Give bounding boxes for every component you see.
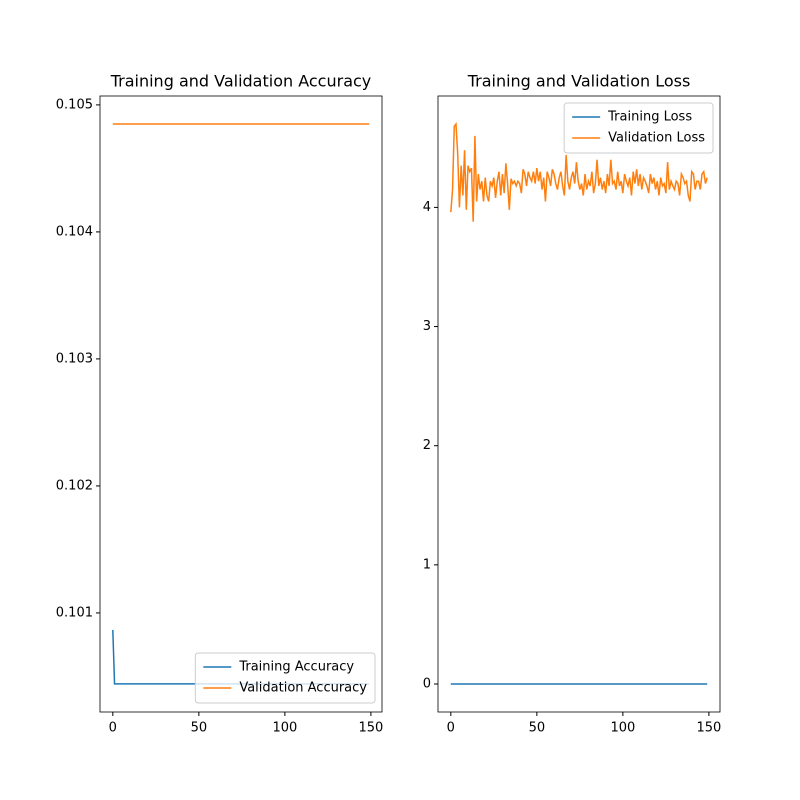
legend-label: Validation Accuracy [239,681,367,696]
legend-label: Training Loss [607,110,692,125]
x-tick-label: 0 [447,721,455,736]
chart-title: Training and Validation Accuracy [110,72,372,91]
series-line [450,121,708,222]
x-tick-label: 150 [696,721,721,736]
x-tick-label: 50 [191,721,208,736]
y-tick-label: 0 [423,677,431,692]
y-tick-label: 0.104 [56,224,93,239]
legend-box [563,102,714,154]
x-tick-label: 0 [109,721,117,736]
y-tick-label: 0.101 [56,605,93,620]
y-tick-label: 0.103 [56,351,93,366]
y-tick-label: 1 [423,557,431,572]
x-tick-label: 100 [610,721,635,736]
legend: Training Accuracy Validation Accuracy [194,652,376,704]
chart-title: Training and Validation Loss [467,72,691,91]
legend: Training Loss Validation Loss [563,102,714,154]
x-tick-label: 50 [529,721,546,736]
y-tick-label: 0.102 [56,478,93,493]
x-tick-label: 150 [358,721,383,736]
y-tick-label: 4 [423,200,431,215]
legend-label: Training Accuracy [238,660,354,675]
y-tick-label: 0.105 [56,97,93,112]
axes-frame [99,95,383,713]
y-tick-label: 3 [423,319,431,334]
legend-box [194,652,376,704]
y-tick-label: 2 [423,438,431,453]
legend-label: Validation Loss [608,131,705,146]
x-tick-label: 100 [272,721,297,736]
axes-frame [437,95,721,713]
